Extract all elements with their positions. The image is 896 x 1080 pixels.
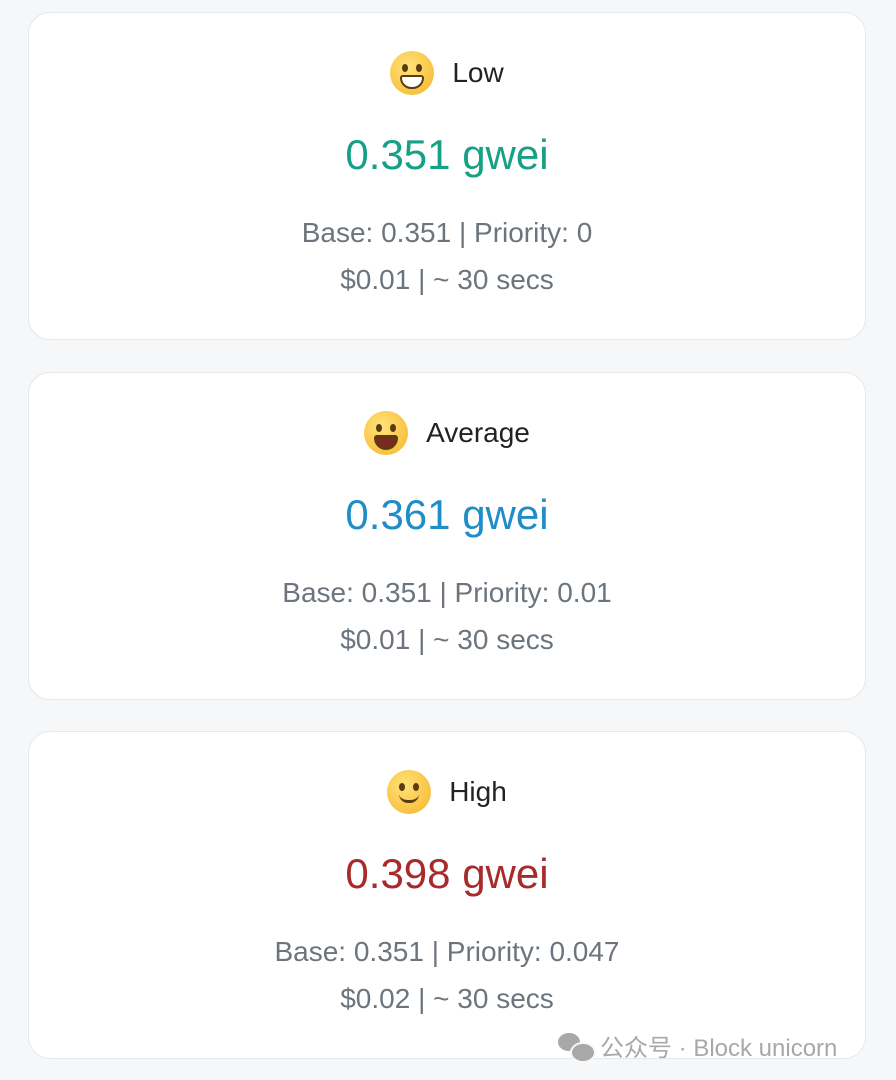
gas-card-high: High 0.398 gwei Base: 0.351 | Priority: … [28,731,866,1059]
cost-time: $0.02 | ~ 30 secs [340,983,554,1014]
gas-price: 0.351 gwei [345,131,549,178]
watermark-text: 公众号 · Block unicorn [600,1035,838,1062]
base-priority: Base: 0.351 | Priority: 0.01 [282,577,612,608]
base-priority: Base: 0.351 | Priority: 0.047 [274,936,620,967]
gas-card-low: Low 0.351 gwei Base: 0.351 | Priority: 0… [28,12,866,340]
card-label: Low [452,57,504,88]
gas-price: 0.361 gwei [345,491,549,538]
cost-time: $0.01 | ~ 30 secs [340,264,554,295]
wechat-icon [558,1032,596,1063]
card-label: High [449,776,507,807]
watermark: 公众号 · Block unicorn [558,1028,837,1063]
gas-price: 0.398 gwei [345,850,549,897]
base-priority: Base: 0.351 | Priority: 0 [301,217,593,248]
grinning-squinting-face-icon [390,51,435,95]
slightly-smiling-face-icon [387,770,432,814]
cost-time: $0.01 | ~ 30 secs [340,624,554,655]
gas-card-average: Average 0.361 gwei Base: 0.351 | Priorit… [28,372,866,700]
grinning-face-icon [364,411,409,455]
card-label: Average [426,417,530,448]
